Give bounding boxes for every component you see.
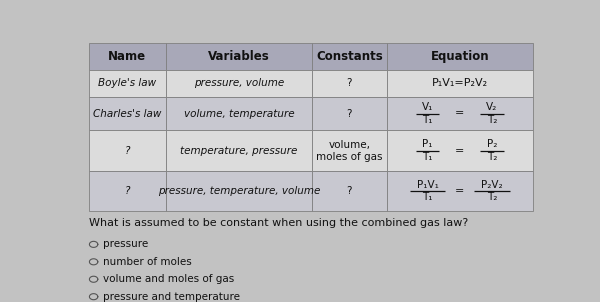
Text: P₂V₂: P₂V₂ — [481, 180, 503, 190]
Text: Name: Name — [108, 50, 146, 63]
Text: ?: ? — [347, 108, 352, 119]
Bar — [89, 43, 166, 70]
Text: pressure, temperature, volume: pressure, temperature, volume — [158, 186, 320, 196]
Text: T₂: T₂ — [487, 115, 497, 125]
Text: number of moles: number of moles — [103, 257, 192, 267]
Text: P₁V₁: P₁V₁ — [416, 180, 439, 190]
Bar — [312, 70, 386, 97]
Text: P₁V₁=P₂V₂: P₁V₁=P₂V₂ — [432, 78, 488, 88]
Text: T₁: T₁ — [422, 192, 433, 202]
Text: volume and moles of gas: volume and moles of gas — [103, 274, 235, 284]
Bar — [89, 130, 166, 171]
Text: =: = — [455, 108, 464, 119]
Bar — [386, 130, 533, 171]
Bar — [166, 70, 312, 97]
Text: V₁: V₁ — [422, 102, 433, 112]
Bar — [312, 43, 386, 70]
Text: Constants: Constants — [316, 50, 383, 63]
Bar — [386, 171, 533, 211]
Text: P₂: P₂ — [487, 140, 497, 149]
Text: volume,
moles of gas: volume, moles of gas — [316, 140, 383, 162]
Text: V₂: V₂ — [487, 102, 497, 112]
Text: Variables: Variables — [208, 50, 270, 63]
Text: Charles's law: Charles's law — [93, 108, 161, 119]
Text: pressure and temperature: pressure and temperature — [103, 292, 241, 302]
Text: ?: ? — [347, 186, 352, 196]
Text: Equation: Equation — [430, 50, 489, 63]
Bar — [312, 130, 386, 171]
Text: T₁: T₁ — [422, 152, 433, 162]
Text: =: = — [455, 146, 464, 156]
Bar — [89, 70, 166, 97]
Text: =: = — [455, 186, 464, 196]
Text: T₂: T₂ — [487, 192, 497, 202]
Text: T₁: T₁ — [422, 115, 433, 125]
Text: pressure, volume: pressure, volume — [194, 78, 284, 88]
Bar — [89, 97, 166, 130]
Bar — [166, 43, 312, 70]
Text: P₁: P₁ — [422, 140, 433, 149]
Bar — [312, 171, 386, 211]
Text: ?: ? — [125, 146, 130, 156]
Text: Boyle's law: Boyle's law — [98, 78, 157, 88]
Text: pressure: pressure — [103, 239, 149, 249]
Text: ?: ? — [347, 78, 352, 88]
Text: T₂: T₂ — [487, 152, 497, 162]
Text: temperature, pressure: temperature, pressure — [180, 146, 298, 156]
Bar — [386, 43, 533, 70]
Text: volume, temperature: volume, temperature — [184, 108, 294, 119]
Text: ?: ? — [125, 186, 130, 196]
Bar — [386, 70, 533, 97]
Bar — [166, 171, 312, 211]
Bar — [386, 97, 533, 130]
Bar — [166, 130, 312, 171]
Bar — [89, 171, 166, 211]
Bar — [166, 97, 312, 130]
Text: What is assumed to be constant when using the combined gas law?: What is assumed to be constant when usin… — [89, 218, 468, 228]
Bar — [312, 97, 386, 130]
